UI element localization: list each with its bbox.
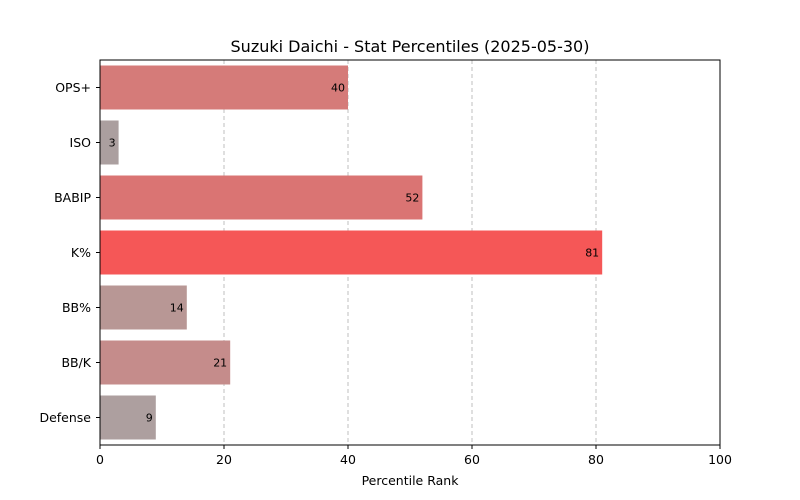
bar-defense	[100, 395, 156, 440]
x-tick-label: 60	[464, 452, 480, 467]
bar-k-	[100, 230, 603, 275]
x-axis-ticks: 0 20 40 60 80 100	[96, 445, 732, 467]
y-tick-label: ISO	[70, 135, 92, 150]
x-axis-label: Percentile Rank	[362, 473, 460, 488]
bar-value-label: 9	[146, 412, 153, 425]
x-tick-label: 100	[708, 452, 732, 467]
bar-ops-	[100, 65, 348, 110]
bars	[100, 65, 603, 440]
bar-babip	[100, 175, 423, 220]
bar-value-label: 14	[170, 302, 184, 315]
y-tick-label: BABIP	[54, 190, 91, 205]
bar-value-label: 21	[213, 357, 227, 370]
bar-value-label: 3	[109, 137, 116, 150]
x-tick-label: 40	[340, 452, 356, 467]
bar-bb-	[100, 285, 187, 330]
y-tick-label: Defense	[39, 410, 91, 425]
bar-iso	[100, 120, 119, 165]
x-tick-label: 20	[216, 452, 232, 467]
bar-value-label: 40	[331, 82, 345, 95]
value-labels: 40 3 52 81 14 21 9	[109, 82, 600, 425]
chart-title: Suzuki Daichi - Stat Percentiles (2025-0…	[231, 37, 590, 56]
y-tick-label: BB/K	[61, 355, 91, 370]
x-tick-label: 0	[96, 452, 104, 467]
y-tick-label: K%	[71, 245, 91, 260]
y-axis-ticks: OPS+ ISO BABIP K% BB% BB/K Defense	[39, 80, 100, 425]
bar-value-label: 52	[405, 192, 419, 205]
x-tick-label: 80	[588, 452, 604, 467]
y-tick-label: BB%	[62, 300, 91, 315]
bar-value-label: 81	[585, 247, 599, 260]
bar-bb-k	[100, 340, 231, 385]
y-tick-label: OPS+	[55, 80, 91, 95]
